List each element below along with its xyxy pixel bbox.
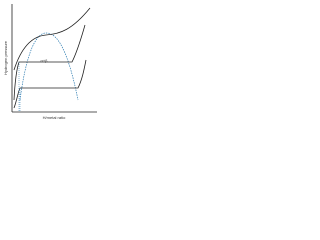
isotherm-low [13,59,87,109]
two-phase-dome [19,32,79,101]
region-label: α+β [41,58,49,63]
diagram: α+β H/metal ratio Hydrogen pressure [3,4,97,120]
isotherm-high [13,7,91,71]
isotherm-mid [13,24,86,101]
y-axis-label: Hydrogen pressure [3,40,8,75]
x-axis-label: H/metal ratio [43,115,66,120]
page: {"axes": {"y_label": "Hydrogen pressure"… [0,0,100,125]
